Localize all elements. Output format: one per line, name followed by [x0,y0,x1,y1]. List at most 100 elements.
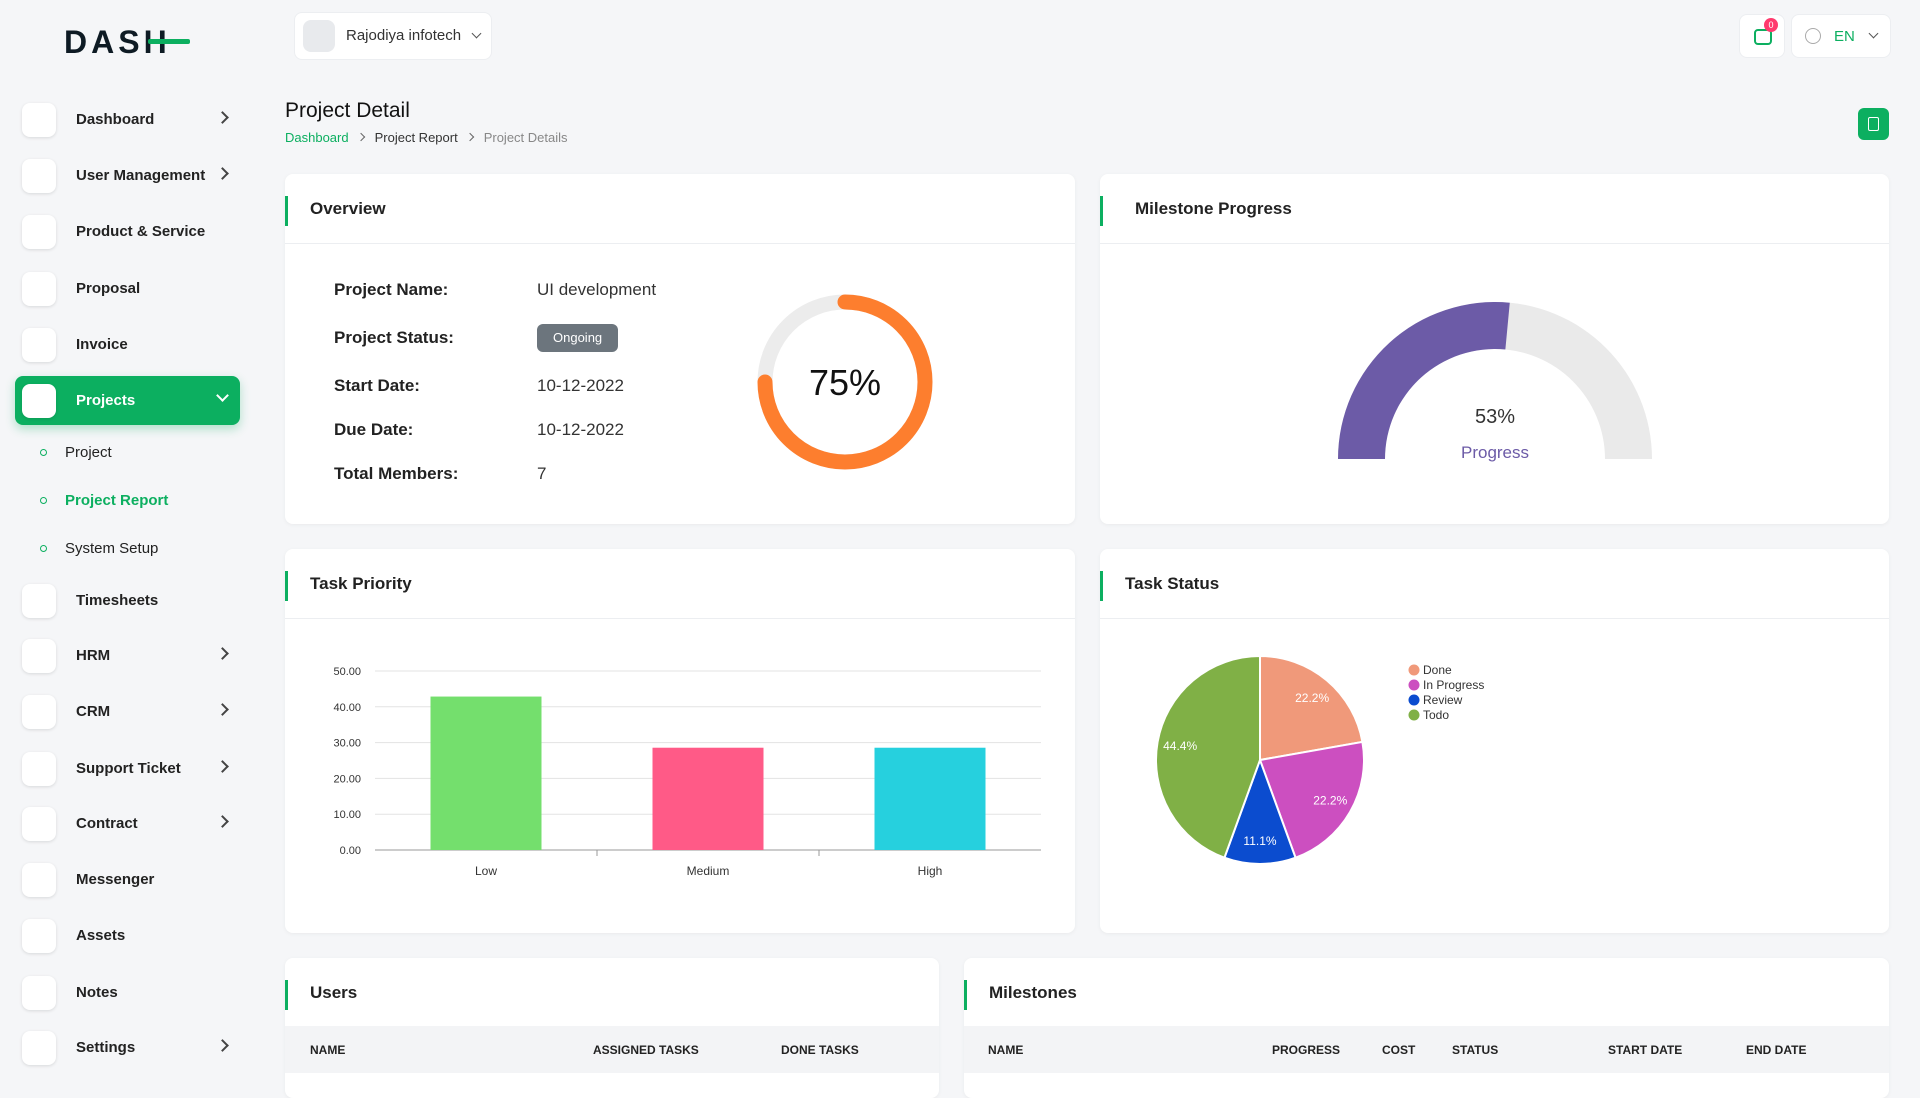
nav-label: Messenger [76,871,155,888]
language-dropdown[interactable]: EN [1791,14,1891,58]
nav-label: Notes [76,984,118,1001]
message-icon [1754,29,1772,45]
sub-nav-item[interactable]: System Setup [65,540,159,557]
field-label: Start Date: [334,376,420,395]
nav-item[interactable]: Contract [15,799,240,848]
nav-item[interactable]: HRM [15,631,240,680]
chevron [216,389,229,402]
card-title: Task Status [1125,574,1220,593]
chevron [216,167,229,180]
nav-icon [22,639,56,673]
nav-item[interactable]: Notes [15,968,240,1017]
nav-label: User Management [76,167,206,184]
sub-bullet [40,449,47,456]
accent [1100,571,1103,601]
sub-nav-item[interactable]: Project Report [65,492,169,509]
milestones-card: Milestones [964,958,1889,1098]
card-title: Milestones [989,983,1077,1002]
nav-item[interactable]: Invoice [15,320,240,369]
card-header: Milestone Progress [1100,174,1889,244]
nav-icon [22,752,56,786]
logo-accent [148,39,190,44]
column-header: END DATE [1746,1043,1807,1057]
field-label: Total Members: [334,464,459,483]
sub-bullet [40,545,47,552]
column-header: START DATE [1608,1043,1683,1057]
card-header: Users [285,958,939,1028]
nav-item[interactable]: CRM [15,687,240,736]
file-icon [1868,117,1879,131]
table-header-row [964,1026,1889,1073]
sub-nav-item[interactable]: Project [65,444,112,461]
column-header: COST [1382,1043,1416,1057]
card-title: Task Priority [310,574,412,593]
accent [964,980,967,1010]
breadcrumb-separator [356,132,365,142]
globe-icon [1805,28,1821,44]
field-label: Project Status: [334,328,454,347]
nav-item[interactable]: Settings [15,1023,240,1072]
nav-item[interactable]: Support Ticket [15,744,240,793]
nav-item[interactable]: Messenger [15,855,240,904]
column-header: NAME [310,1043,346,1057]
nav-icon [22,384,56,418]
accent [285,196,288,226]
nav-item[interactable]: Dashboard [15,95,240,144]
column-header: PROGRESS [1272,1043,1341,1057]
status-badge: Ongoing [537,324,619,352]
column-header: ASSIGNED TASKS [593,1043,699,1057]
nav-icon [22,584,56,618]
table-header-row [285,1026,939,1073]
chevron [216,647,229,660]
column-header: STATUS [1452,1043,1499,1057]
nav-icon [22,863,56,897]
nav-item[interactable]: Projects [15,376,240,425]
dropdown-caret [471,28,482,39]
nav-label: Projects [76,392,136,409]
nav-icon [22,919,56,953]
sub-bullet [40,497,47,504]
nav-icon [22,272,56,306]
nav-item[interactable]: Assets [15,911,240,960]
user-dropdown[interactable]: Rajodiya infotech [294,12,492,60]
breadcrumb-item[interactable]: Dashboard [285,130,349,145]
column-header: NAME [988,1043,1024,1057]
breadcrumb: Dashboard Project Report Project Details [285,130,568,145]
card-header: Task Status [1100,549,1889,619]
column-header: DONE TASKS [781,1043,859,1057]
export-button[interactable] [1858,108,1889,140]
accent [285,571,288,601]
dropdown-caret [1868,28,1879,39]
nav-label: Contract [76,815,138,832]
breadcrumb-item: Project Details [483,130,568,145]
breadcrumb-item[interactable]: Project Report [374,130,458,145]
messages-button[interactable]: 0 [1739,14,1785,58]
field-value: UI development [537,280,657,299]
users-card: Users [285,958,939,1098]
nav-label: CRM [76,703,111,720]
chevron [216,815,229,828]
nav-icon [22,976,56,1010]
nav-item[interactable]: Proposal [15,264,240,313]
nav-label: Support Ticket [76,760,181,777]
nav-label: Invoice [76,336,128,353]
page-title: Project Detail [285,99,410,122]
nav-icon [22,1031,56,1065]
card-header: Milestones [964,958,1889,1028]
nav-item[interactable]: Product & Service [15,207,240,256]
card-title: Overview [310,199,386,218]
chevron [216,111,229,124]
nav-label: Proposal [76,280,141,297]
nav-icon [22,807,56,841]
card-header: Overview [285,174,1075,244]
nav-item[interactable]: User Management [15,151,240,200]
accent [1100,196,1103,226]
nav-item[interactable]: Timesheets [15,576,240,625]
field-label: Project Name: [334,280,449,299]
avatar [303,20,335,52]
milestone-card: Milestone Progress [1100,174,1889,524]
field-value: 10-12-2022 [537,420,624,439]
overview-card: Overview [285,174,1075,524]
